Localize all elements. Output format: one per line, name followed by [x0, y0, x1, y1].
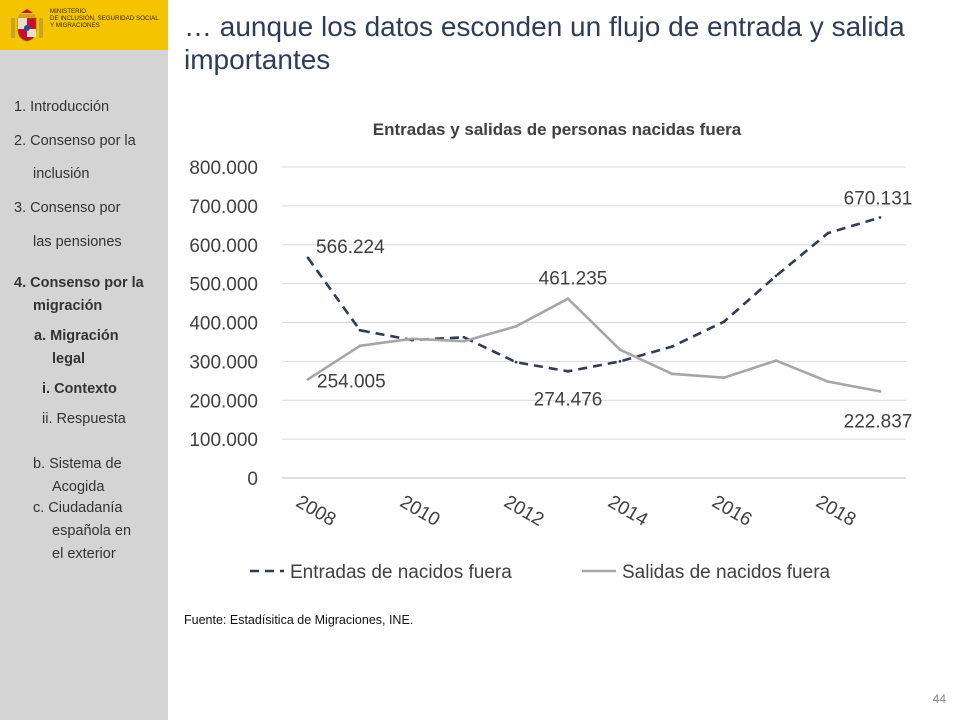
- nav-item-consenso-migracion[interactable]: 4. Consenso por la: [14, 275, 144, 291]
- data-point: [670, 372, 674, 376]
- legend-label: Salidas de nacidos fuera: [622, 562, 831, 583]
- x-tick-label: 2016: [708, 492, 755, 531]
- y-tick-label: 300.000: [189, 352, 258, 373]
- ministry-logo: MINISTERIO DE INCLUSIÓN, SEGURIDAD SOCIA…: [0, 0, 168, 50]
- data-point: [878, 389, 882, 393]
- data-point: [618, 359, 622, 363]
- nav-item-consenso-inclusion[interactable]: 2. Consenso por la: [14, 133, 136, 149]
- data-point: [566, 369, 570, 373]
- chart-series: [306, 216, 881, 393]
- data-point: [618, 348, 622, 352]
- chart-title: Entradas y salidas de personas nacidas f…: [373, 120, 742, 139]
- data-point: [306, 377, 310, 381]
- data-point: [826, 380, 830, 383]
- series-line: [306, 216, 881, 373]
- y-tick-label: 700.000: [189, 197, 258, 218]
- data-point: [462, 339, 466, 343]
- data-point: [514, 360, 518, 364]
- y-tick-label: 400.000: [189, 314, 258, 335]
- nav-item-sistema-acogida-cont[interactable]: Acogida: [52, 479, 105, 495]
- series-line: [307, 297, 881, 393]
- data-point: [566, 297, 570, 301]
- chart-annotations: 566.224 274.476 670.131 254.005 461.235 222.8…: [316, 188, 912, 432]
- nav-item-consenso-migracion-cont[interactable]: migración: [33, 298, 103, 314]
- chart-points: [306, 216, 882, 393]
- data-point: [462, 335, 466, 339]
- ministry-line: DE INCLUSIÓN, SEGURIDAD SOCIAL: [50, 14, 159, 22]
- y-axis: 0 100.000 200.000 300.000 400.000 500.000 600.…: [189, 158, 258, 490]
- chart-grid: [282, 166, 906, 479]
- nav-item-ciudadania-cont1[interactable]: española en: [52, 523, 132, 539]
- x-tick-label: 2014: [604, 492, 651, 532]
- data-label: 566.224: [316, 237, 385, 258]
- nav-item-sistema-acogida[interactable]: b. Sistema de: [33, 456, 122, 472]
- nav-item-consenso-pensiones-cont[interactable]: las pensiones: [33, 234, 122, 250]
- nav-item-respuesta[interactable]: ii. Respuesta: [42, 411, 126, 427]
- data-point: [722, 376, 726, 380]
- ministry-name: MINISTERIO DE INCLUSIÓN, SEGURIDAD SOCIA…: [50, 8, 159, 29]
- source-note: Fuente: Estadísitica de Migraciones, INE…: [184, 613, 414, 627]
- data-point: [826, 231, 830, 235]
- data-label: 254.005: [317, 371, 386, 392]
- y-tick-label: 100.000: [189, 430, 258, 451]
- data-label: 222.837: [844, 411, 913, 432]
- nav-item-migracion-legal[interactable]: a. Migración: [34, 328, 119, 344]
- x-tick-label: 2010: [396, 492, 443, 531]
- legend-label: Entradas de nacidos fuera: [290, 562, 512, 583]
- nav-item-consenso-inclusion-cont[interactable]: inclusión: [33, 166, 90, 182]
- data-point: [514, 324, 518, 328]
- ministry-line: Y MIGRACIONES: [50, 21, 100, 29]
- y-tick-label: 600.000: [189, 236, 258, 257]
- sidebar-nav: [0, 50, 168, 720]
- x-tick-label: 2008: [292, 492, 339, 531]
- data-label: 274.476: [534, 389, 603, 410]
- data-point: [410, 337, 414, 341]
- data-point: [774, 359, 778, 362]
- data-point: [670, 345, 674, 349]
- y-tick-label: 200.000: [189, 391, 258, 412]
- y-tick-label: 500.000: [189, 275, 258, 296]
- y-tick-label: 800.000: [189, 158, 258, 179]
- x-tick-label: 2012: [500, 492, 547, 531]
- x-tick-label: 2018: [812, 492, 859, 531]
- y-tick-label: 0: [247, 469, 258, 490]
- data-label: 461.235: [539, 269, 608, 290]
- nav-item-contexto[interactable]: i. Contexto: [42, 381, 117, 397]
- nav-item-consenso-pensiones[interactable]: 3. Consenso por: [14, 200, 121, 216]
- nav-item-migracion-legal-cont[interactable]: legal: [52, 351, 86, 367]
- data-point: [722, 320, 726, 324]
- data-point: [358, 328, 362, 332]
- data-point: [306, 256, 310, 260]
- chart-legend: Entradas de nacidos fuera Salidas de naci…: [250, 562, 831, 583]
- slide-title: … aunque los datos esconden un flujo de …: [184, 11, 905, 75]
- data-point: [358, 344, 362, 348]
- nav-item-ciudadania-cont2[interactable]: el exterior: [52, 546, 116, 562]
- nav-item-introduccion[interactable]: 1. Introducción: [14, 99, 110, 115]
- page-number: 44: [932, 692, 946, 706]
- data-label: 670.131: [844, 188, 913, 209]
- ministry-line: MINISTERIO: [50, 8, 87, 15]
- data-point: [878, 216, 882, 219]
- data-point: [774, 274, 778, 278]
- x-axis: 2008 2010 2012 2014 2016 2018: [292, 492, 859, 532]
- nav-item-ciudadania[interactable]: c. Ciudadanía: [33, 500, 123, 516]
- coat-of-arms-icon: [11, 9, 43, 42]
